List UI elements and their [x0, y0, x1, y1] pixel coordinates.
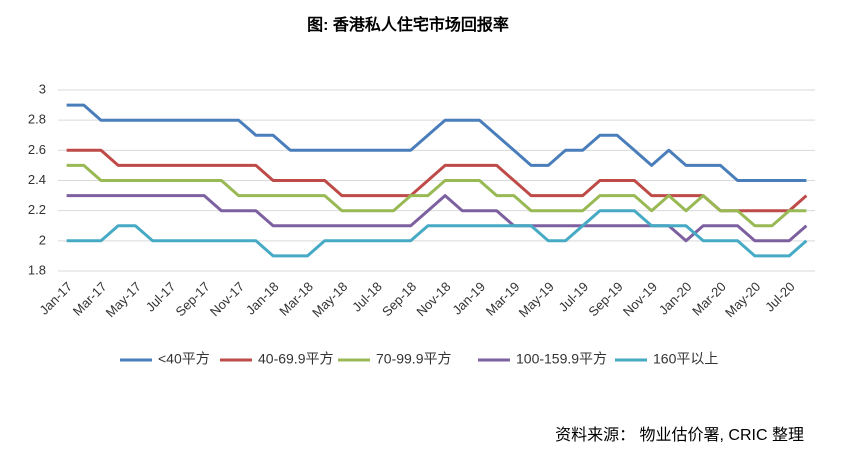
x-tick-label: Mar-20	[689, 279, 729, 319]
series-line	[66, 103, 807, 182]
x-tick-label: Jan-18	[243, 279, 282, 318]
x-tick-label: Nov-18	[413, 279, 453, 319]
legend-label: 100-159.9平方	[516, 351, 607, 367]
legend-label: 160平以上	[653, 351, 718, 367]
legend-label: 40-69.9平方	[258, 351, 333, 367]
legend-label: <40平方	[158, 351, 210, 367]
y-tick-label: 2.8	[28, 112, 46, 127]
x-tick-label: May-19	[516, 279, 557, 320]
x-tick-label: Mar-17	[70, 279, 110, 319]
y-tick-label: 2	[39, 232, 46, 247]
y-tick-label: 2.4	[28, 172, 46, 187]
x-tick-label: Jul-20	[762, 279, 798, 315]
series-line	[66, 148, 808, 213]
chart-title: 图: 香港私人住宅市场回报率	[307, 15, 509, 34]
x-tick-label: Nov-17	[207, 279, 247, 319]
x-tick-label: Mar-18	[276, 279, 316, 319]
y-tick-label: 3	[39, 81, 46, 96]
series-line	[66, 194, 808, 243]
x-tick-label: Sep-19	[585, 279, 625, 319]
x-tick-label: Jan-20	[656, 279, 695, 318]
x-tick-label: Sep-18	[379, 279, 419, 319]
series-line	[66, 163, 807, 228]
x-tick-label: May-20	[722, 279, 763, 320]
y-tick-label: 1.8	[28, 262, 46, 277]
x-tick-label: Sep-17	[173, 279, 213, 319]
y-tick-label: 2.2	[28, 202, 46, 217]
x-tick-label: May-18	[309, 279, 350, 320]
x-tick-label: Nov-19	[620, 279, 660, 319]
x-tick-label: Jan-19	[449, 279, 488, 318]
series-line	[66, 209, 808, 258]
y-tick-label: 2.6	[28, 142, 46, 157]
source-note: 资料来源： 物业估价署, CRIC 整理	[555, 426, 804, 444]
x-tick-label: Mar-19	[483, 279, 523, 319]
x-tick-label: Jan-17	[36, 279, 75, 318]
x-tick-label: May-17	[103, 279, 144, 320]
legend-label: 70-99.9平方	[376, 351, 451, 367]
